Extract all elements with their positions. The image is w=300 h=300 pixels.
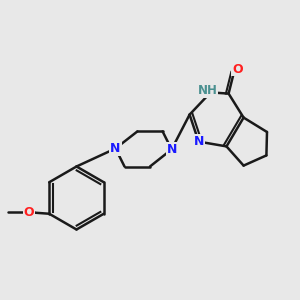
Text: O: O (23, 206, 34, 219)
Text: O: O (232, 62, 243, 76)
Text: N: N (110, 142, 121, 155)
Text: N: N (167, 143, 177, 156)
Text: NH: NH (198, 84, 218, 97)
Text: N: N (194, 135, 204, 148)
